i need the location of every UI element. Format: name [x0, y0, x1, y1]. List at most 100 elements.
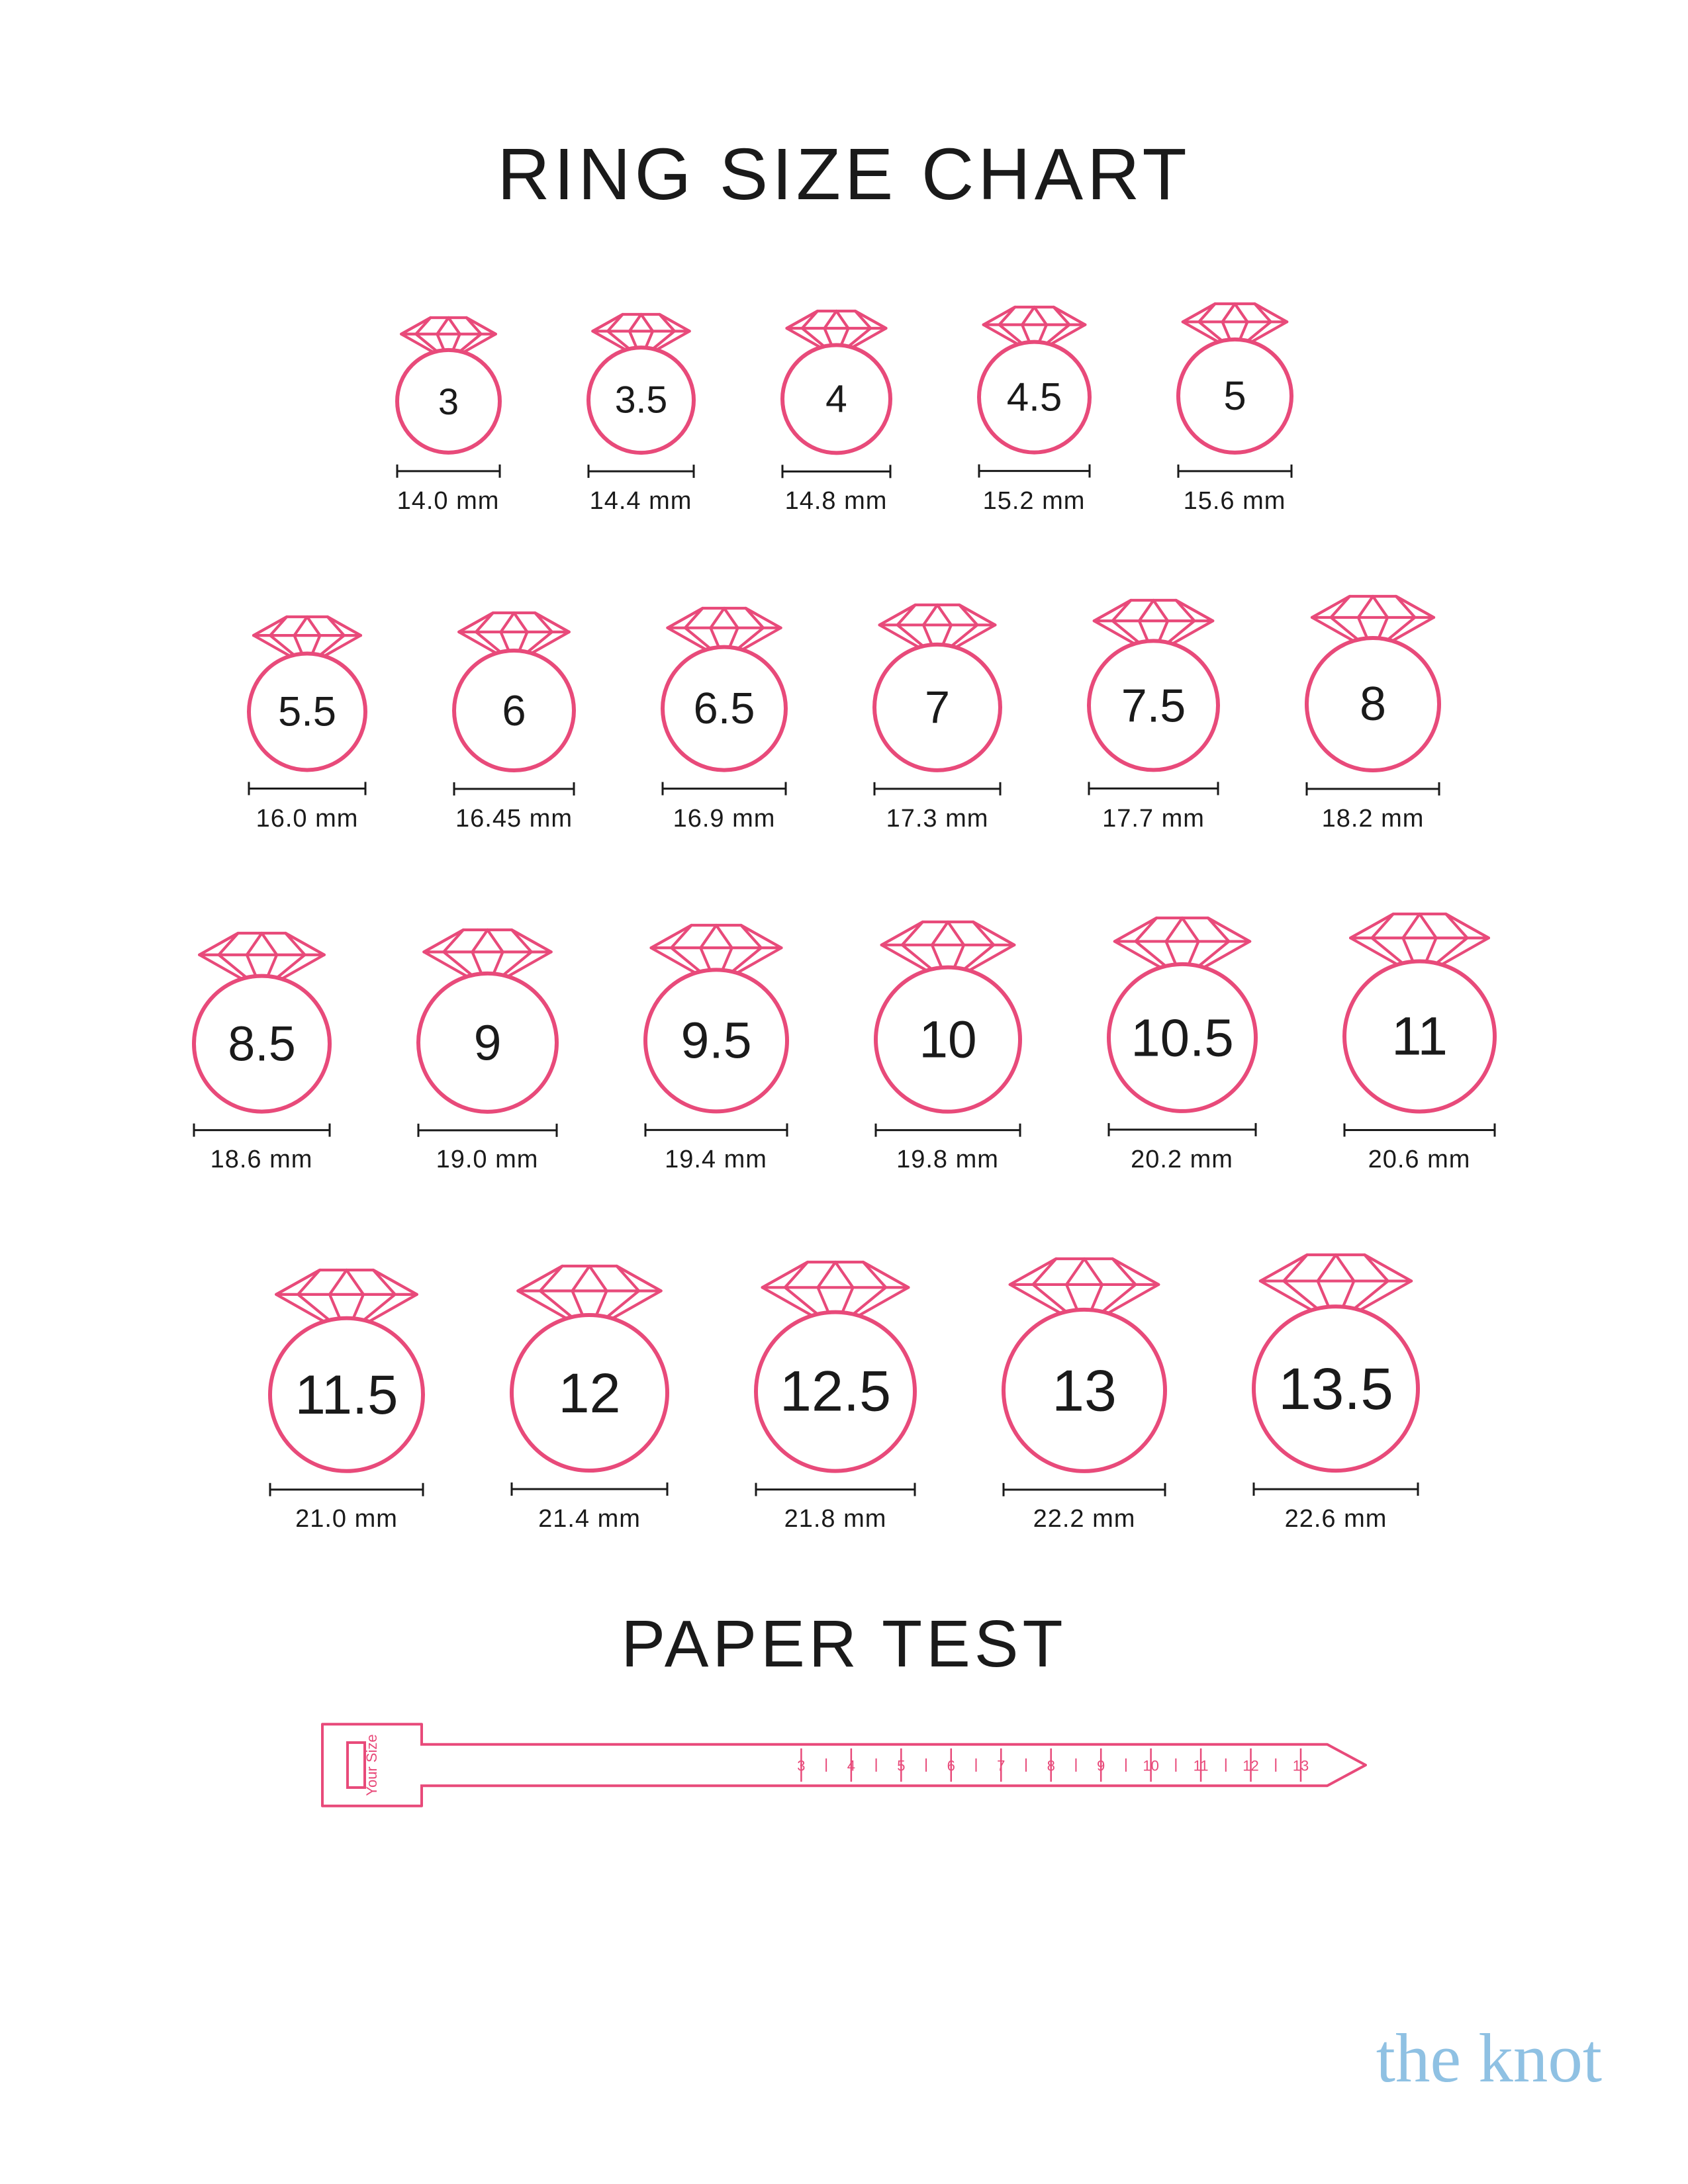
ring-item: 7.5 17.7 mm: [1068, 592, 1239, 833]
ring-size-label: 13: [1052, 1357, 1117, 1423]
ring-size-label: 5.5: [278, 689, 336, 735]
ring-item: 7 17.3 mm: [853, 597, 1021, 833]
ring-icon: 3: [376, 310, 521, 480]
ring-item: 10.5 20.2 mm: [1088, 910, 1277, 1174]
ring-item: 8 18.2 mm: [1286, 588, 1460, 833]
ring-item: 6 16.45 mm: [433, 605, 595, 833]
ring-icon: 5: [1157, 296, 1313, 480]
ring-size-label: 12.5: [780, 1359, 891, 1423]
page-title: RING SIZE CHART: [0, 132, 1688, 216]
ring-icon: 3.5: [567, 306, 715, 480]
ring-row: 5.5 16.0 mm 6 16.45 mm 6.5 16.9 mm 7 17.3 mm 7.5…: [228, 588, 1460, 833]
ring-mm-label: 17.3 mm: [886, 805, 989, 833]
ring-size-label: 6: [502, 686, 526, 735]
ring-mm-label: 14.4 mm: [590, 487, 692, 516]
ring-icon: 10.5: [1088, 910, 1277, 1139]
ruler-tick-label: 9: [1097, 1758, 1105, 1774]
ring-mm-label: 18.2 mm: [1322, 805, 1425, 833]
ring-mm-label: 14.8 mm: [785, 487, 888, 516]
ring-mm-label: 21.0 mm: [295, 1505, 398, 1533]
ring-mm-label: 16.9 mm: [673, 805, 776, 833]
ruler-tick-label: 10: [1143, 1758, 1158, 1774]
ring-mm-label: 22.2 mm: [1033, 1505, 1136, 1533]
ring-item: 12 21.4 mm: [491, 1258, 688, 1533]
ring-size-label: 6.5: [693, 684, 755, 733]
ring-mm-label: 16.45 mm: [455, 805, 573, 833]
ring-item: 515.6 mm: [1157, 296, 1313, 516]
ring-icon: 9: [397, 922, 578, 1140]
ring-icon: 5.5: [228, 609, 387, 797]
ring-size-label: 11.5: [295, 1363, 399, 1425]
ring-item: 3 14.0 mm: [376, 310, 521, 516]
ring-icon: 8: [1286, 588, 1460, 798]
ring-size-label: 9.5: [680, 1012, 751, 1069]
ring-item: 4.5 15.2 mm: [958, 299, 1111, 516]
ring-item: 12.5 21.8 mm: [735, 1254, 936, 1534]
ring-row: 8.5 18.6 mm 919.0 mm 9.519.4 mm 10 19.8 mm 10.…: [173, 906, 1516, 1175]
ring-item: 9.519.4 mm: [624, 917, 808, 1174]
ring-mm-label: 17.7 mm: [1102, 805, 1205, 833]
ring-item: 8.5 18.6 mm: [173, 925, 351, 1175]
ring-size-label: 12: [558, 1361, 620, 1424]
ring-size-label: 13.5: [1278, 1355, 1393, 1422]
paper-test-slot-label: Your Size: [363, 1735, 380, 1796]
ring-size-label: 10: [919, 1010, 976, 1068]
ruler-tick-label: 13: [1293, 1758, 1309, 1774]
ruler-tick-label: 12: [1243, 1758, 1258, 1774]
ruler-tick-label: 4: [847, 1758, 855, 1774]
ring-icon: 4.5: [958, 299, 1111, 480]
ring-icon: 4: [761, 303, 912, 480]
ring-size-label: 4: [825, 377, 847, 420]
ring-icon: 12.5: [735, 1254, 936, 1499]
ruler-tick-label: 7: [997, 1758, 1005, 1774]
ring-mm-label: 15.2 mm: [983, 487, 1086, 516]
ring-size-label: 7: [925, 682, 950, 733]
ring-icon: 6.5: [641, 600, 807, 798]
ring-item: 4 14.8 mm: [761, 303, 912, 516]
ring-size-label: 8.5: [228, 1016, 296, 1071]
ruler-tick-label: 6: [947, 1758, 955, 1774]
ring-item: 13 22.2 mm: [982, 1251, 1186, 1534]
ring-mm-label: 16.0 mm: [256, 805, 359, 833]
ring-size-label: 7.5: [1121, 680, 1186, 732]
ring-row: 3 14.0 mm 3.5 14.4 mm 4 14.8 mm 4.5 15.2 mm 515.…: [376, 296, 1313, 516]
ring-item: 3.5 14.4 mm: [567, 306, 715, 516]
ring-mm-label: 18.6 mm: [211, 1146, 313, 1174]
ring-size-label: 8: [1360, 678, 1386, 731]
ring-item: 10 19.8 mm: [855, 914, 1041, 1175]
ring-mm-label: 14.0 mm: [397, 487, 500, 516]
ring-icon: 6: [433, 605, 595, 798]
ring-mm-label: 20.2 mm: [1131, 1146, 1233, 1174]
ring-icon: 13.5: [1233, 1247, 1439, 1498]
ring-icon: 13: [982, 1251, 1186, 1499]
ring-icon: 11: [1323, 906, 1516, 1140]
ring-icon: 7.5: [1068, 592, 1239, 797]
ring-size-label: 9: [473, 1015, 501, 1070]
ring-size-label: 4.5: [1006, 375, 1062, 420]
ring-item: 11 20.6 mm: [1323, 906, 1516, 1175]
paper-test-title: PAPER TEST: [0, 1606, 1688, 1682]
ring-mm-label: 22.6 mm: [1285, 1505, 1387, 1533]
paper-test-ruler: Your Size 3 4 5 6 7 8 9 10 11 12 13: [321, 1722, 1367, 1808]
ring-mm-label: 21.8 mm: [784, 1505, 887, 1533]
ring-item: 919.0 mm: [397, 922, 578, 1175]
ring-icon: 12: [491, 1258, 688, 1498]
ring-item: 6.5 16.9 mm: [641, 600, 807, 833]
ring-size-label: 3.5: [614, 379, 667, 421]
ring-mm-label: 20.6 mm: [1368, 1146, 1471, 1174]
ruler-tick-label: 8: [1047, 1758, 1055, 1774]
ring-size-label: 10.5: [1131, 1009, 1234, 1068]
ruler-tick-label: 5: [897, 1758, 905, 1774]
ring-icon: 9.5: [624, 917, 808, 1139]
ring-row: 11.5 21.0 mm 12 21.4 mm 12.5 21.8 mm 13 22.2 mm…: [249, 1247, 1439, 1533]
ring-mm-label: 21.4 mm: [538, 1505, 641, 1533]
ring-icon: 10: [855, 914, 1041, 1140]
ring-size-label: 11: [1391, 1006, 1448, 1066]
ruler-tick-label: 11: [1194, 1758, 1209, 1774]
ring-size-label: 5: [1223, 373, 1246, 419]
ruler-tick-label: 3: [797, 1758, 805, 1774]
ring-icon: 8.5: [173, 925, 351, 1140]
paper-test-container: Your Size 3 4 5 6 7 8 9 10 11 12 13: [0, 1722, 1688, 1808]
ring-mm-label: 19.8 mm: [896, 1146, 999, 1174]
ring-icon: 11.5: [249, 1262, 444, 1499]
